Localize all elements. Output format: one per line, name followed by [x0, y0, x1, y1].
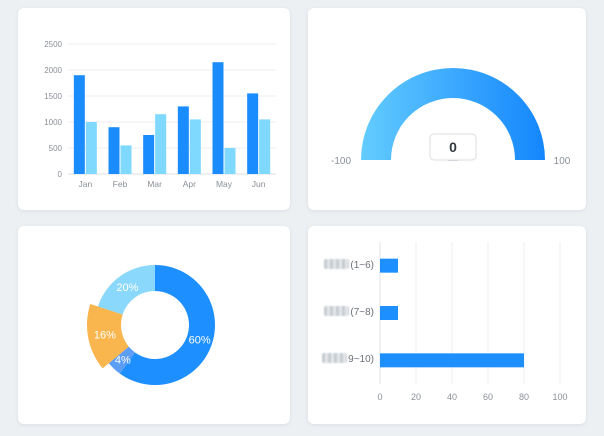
x-tick-label: Jun: [252, 179, 266, 189]
gauge-value: 0: [449, 139, 457, 155]
x-tick-label: Jan: [78, 179, 92, 189]
gauge-chart-panel: -100 100 0: [308, 8, 586, 210]
hbar-category-label: (1~6): [308, 258, 374, 273]
gauge-chart[interactable]: -100 100 0: [308, 8, 586, 210]
x-tick-label: 20: [411, 392, 421, 402]
hbar-category-label-text: (1~6): [350, 259, 374, 271]
y-tick-label: 2500: [44, 40, 62, 49]
bar-mar-series-2[interactable]: [155, 114, 167, 174]
bar-may-series-2[interactable]: [224, 148, 236, 174]
donut-slice-label: 16%: [94, 330, 116, 342]
y-tick-label: 1500: [44, 92, 62, 101]
donut-slice-label: 60%: [189, 335, 211, 347]
donut-chart-panel: 60% 4% 16% 20%: [18, 226, 290, 424]
grouped-bar-chart-panel: 0 500 1000 1500 2000 2500 Jan Feb Mar Apr May Jun: [18, 8, 290, 210]
hbar-category-label-text: 9~10): [348, 354, 374, 366]
x-tick-label: May: [216, 179, 233, 189]
x-tick-label: 80: [519, 392, 529, 402]
hbar-0[interactable]: [380, 258, 398, 273]
donut-slice-60%[interactable]: [119, 265, 215, 385]
grouped-bar-chart[interactable]: 0 500 1000 1500 2000 2500 Jan Feb Mar Apr May Jun: [18, 8, 290, 210]
x-tick-label: 0: [377, 392, 382, 402]
bar-apr-series-2[interactable]: [189, 119, 201, 174]
x-tick-label: 40: [447, 392, 457, 402]
hbar-2[interactable]: [380, 353, 524, 368]
donut-slice-20%[interactable]: [97, 265, 155, 315]
bar-mar-series-1[interactable]: [143, 135, 155, 174]
y-tick-label: 2000: [44, 66, 62, 75]
horizontal-bar-chart-panel: 0 20 40 60 80 100 (1~6) (7~8) 9~10): [308, 226, 586, 424]
redacted-text-block: [324, 306, 350, 316]
gauge-arc[interactable]: [361, 68, 545, 160]
gauge-value-badge: [429, 133, 477, 161]
donut-slice-label: 20%: [116, 282, 138, 294]
bar-jun-series-1[interactable]: [247, 93, 259, 174]
gauge-max-label: 100: [554, 156, 571, 167]
y-tick-label: 0: [58, 170, 63, 179]
x-tick-label: Mar: [147, 179, 162, 189]
y-tick-label: 500: [49, 144, 63, 153]
x-tick-label: Apr: [183, 179, 196, 189]
bar-may-series-1[interactable]: [212, 62, 224, 175]
redacted-text-block: [322, 353, 348, 364]
donut-slice-label: 4%: [115, 354, 131, 366]
hbar-category-label: 9~10): [308, 353, 374, 367]
redacted-text-block: [324, 258, 350, 269]
y-tick-label: 1000: [44, 118, 62, 127]
x-tick-label: Feb: [113, 179, 128, 189]
bar-jan-series-1[interactable]: [73, 75, 85, 174]
bar-feb-series-1[interactable]: [108, 127, 120, 174]
gauge-min-label: -100: [331, 156, 351, 167]
donut-slice-4%[interactable]: [108, 346, 136, 374]
donut-slice-16%[interactable]: [87, 303, 129, 369]
bar-jun-series-2[interactable]: [259, 119, 271, 174]
bar-feb-series-2[interactable]: [120, 145, 132, 174]
hbar-category-label-text: (7~8): [350, 307, 374, 318]
x-tick-label: 100: [552, 392, 567, 402]
bar-apr-series-1[interactable]: [177, 106, 189, 174]
donut-chart[interactable]: 60% 4% 16% 20%: [18, 226, 290, 424]
hbar-1[interactable]: [380, 306, 398, 320]
x-tick-label: 60: [483, 392, 493, 402]
hbar-category-labels: (1~6) (7~8) 9~10): [308, 226, 374, 424]
horizontal-bar-chart[interactable]: 0 20 40 60 80 100: [308, 226, 586, 424]
hbar-category-label: (7~8): [308, 306, 374, 320]
bar-jan-series-2[interactable]: [85, 122, 97, 174]
